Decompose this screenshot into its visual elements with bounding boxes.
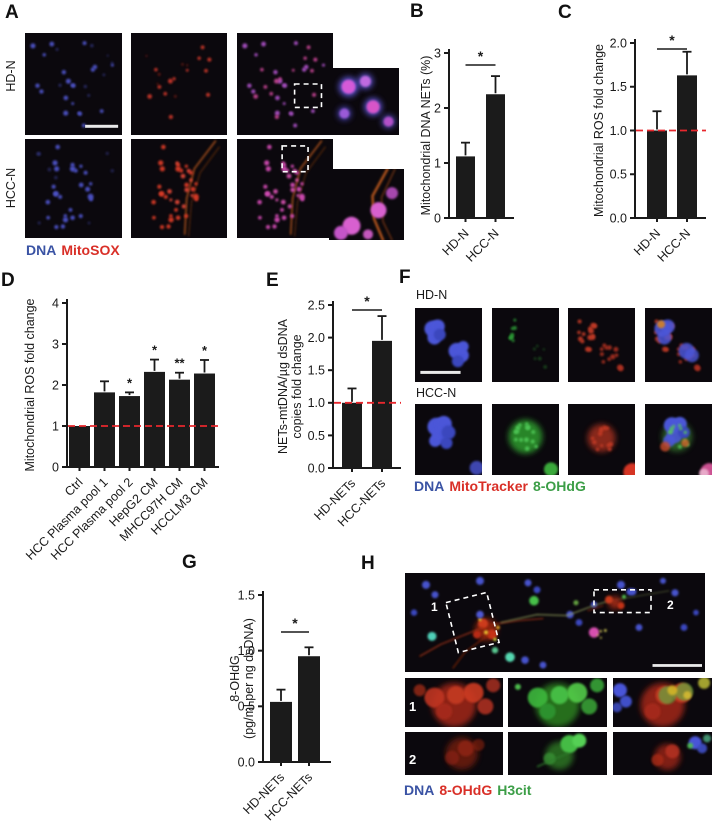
svg-text:0: 0 <box>52 460 59 474</box>
micrograph-f-hdn-merge <box>645 308 712 382</box>
svg-text:*: * <box>478 48 484 64</box>
svg-text:0: 0 <box>434 211 441 225</box>
svg-text:1.0: 1.0 <box>238 644 255 658</box>
svg-text:HCC-N: HCC-N <box>655 226 693 264</box>
micrograph-h-region1-h3cit <box>508 678 607 727</box>
svg-text:Mitochondrial ROS fold change: Mitochondrial ROS fold change <box>23 298 37 471</box>
svg-text:*: * <box>202 343 208 358</box>
svg-text:2.5: 2.5 <box>308 298 325 312</box>
svg-text:**: ** <box>174 356 185 371</box>
svg-text:*: * <box>152 343 158 358</box>
h-region-2-marker: 2 <box>667 598 674 612</box>
chart-nets-mtdna-copies: 0.00.51.01.52.02.5HD-NETsHCC-NETs*NETs-m… <box>276 293 401 529</box>
svg-text:Mitochondrial DNA NETs (%): Mitochondrial DNA NETs (%) <box>419 56 433 216</box>
micrograph-hccn-inset <box>329 169 404 240</box>
panel-c-letter: C <box>558 2 572 23</box>
panel-a-letter: A <box>5 2 19 23</box>
svg-text:copies fold change: copies fold change <box>290 334 304 438</box>
svg-text:*: * <box>364 293 370 309</box>
micrograph-h-region1-8ohdg <box>405 678 503 727</box>
legend-h3cit: H3cit <box>497 782 532 798</box>
h-inset-row1-label: 1 <box>409 699 417 714</box>
svg-text:(pg/ml per ng dsDNA): (pg/ml per ng dsDNA) <box>242 618 256 739</box>
micrograph-f-hdn-mitotracker <box>568 308 635 382</box>
svg-text:1.0: 1.0 <box>610 124 627 138</box>
panel-d-letter: D <box>1 270 15 291</box>
svg-text:2: 2 <box>52 378 59 392</box>
panel-a-row-label-hccn: HCC-N <box>4 167 18 209</box>
svg-text:0.5: 0.5 <box>238 700 255 714</box>
micrograph-h-region2-8ohdg <box>405 732 503 775</box>
svg-text:0.5: 0.5 <box>610 168 627 182</box>
svg-text:1.0: 1.0 <box>308 396 325 410</box>
micrograph-hdn-inset <box>329 68 399 135</box>
svg-text:0.5: 0.5 <box>308 429 325 443</box>
panel-f-row-label-hccn: HCC-N <box>416 386 457 400</box>
panel-f-caption: DNA MitoTracker 8-OHdG <box>414 478 591 494</box>
legend-mitotracker: MitoTracker <box>449 478 528 494</box>
svg-text:2: 2 <box>434 101 441 115</box>
svg-text:2.0: 2.0 <box>308 331 325 345</box>
micrograph-hdn-merge <box>237 33 333 135</box>
svg-text:0.0: 0.0 <box>610 211 627 225</box>
panel-g-letter: G <box>182 552 197 573</box>
micrograph-f-hccn-mitotracker <box>568 404 635 475</box>
panel-e-letter: E <box>266 270 279 291</box>
micrograph-f-hdn-dna <box>415 308 482 382</box>
svg-text:1.5: 1.5 <box>238 588 255 602</box>
svg-text:HCC-N: HCC-N <box>463 226 501 264</box>
svg-text:NETs-mtDNA/µg dsDNA: NETs-mtDNA/µg dsDNA <box>276 318 290 454</box>
svg-text:2.0: 2.0 <box>610 36 627 50</box>
svg-text:3: 3 <box>434 46 441 60</box>
micrograph-hccn-merge <box>237 139 333 238</box>
h-region-1-marker: 1 <box>431 600 438 614</box>
panel-a-row-label-hdn: HD-N <box>4 60 18 92</box>
svg-text:1: 1 <box>52 419 59 433</box>
legend-mitosox: MitoSOX <box>61 242 120 258</box>
svg-text:*: * <box>292 615 298 631</box>
panel-a-caption: DNA MitoSOX <box>26 242 125 258</box>
panel-b-letter: B <box>410 1 424 22</box>
micrograph-hdn-mitosox <box>131 33 227 135</box>
micrograph-h-overview <box>405 573 705 672</box>
panel-h-letter: H <box>361 553 375 574</box>
svg-text:*: * <box>127 375 133 390</box>
micrograph-f-hccn-merge <box>645 404 712 475</box>
svg-text:Mitochondrial ROS fold change: Mitochondrial ROS fold change <box>592 44 606 217</box>
panel-f-row-label-hdn: HD-N <box>416 288 448 302</box>
micrograph-h-region1-merge <box>613 678 712 727</box>
svg-text:8-OHdG: 8-OHdG <box>228 655 242 702</box>
svg-text:1.5: 1.5 <box>308 364 325 378</box>
svg-text:*: * <box>669 32 675 48</box>
svg-text:1: 1 <box>434 156 441 170</box>
h-inset-row2-label: 2 <box>409 752 417 767</box>
legend-8ohdg: 8-OHdG <box>439 782 493 798</box>
micrograph-f-hdn-8ohdg <box>492 308 559 382</box>
micrograph-hccn-mitosox <box>131 139 227 238</box>
panel-f-letter: F <box>399 267 411 288</box>
micrograph-h-region2-merge <box>613 732 712 775</box>
svg-text:0.0: 0.0 <box>238 755 255 769</box>
micrograph-f-hccn-dna <box>415 404 482 475</box>
legend-8ohdg: 8-OHdG <box>532 478 586 494</box>
micrograph-h-region2-h3cit <box>508 732 607 775</box>
svg-text:1.5: 1.5 <box>610 80 627 94</box>
legend-dna: DNA <box>414 478 445 494</box>
micrograph-hccn-dna <box>25 139 122 238</box>
micrograph-f-hccn-8ohdg <box>492 404 559 475</box>
svg-text:4: 4 <box>52 296 59 310</box>
micrograph-hdn-dna <box>25 33 122 135</box>
svg-text:3: 3 <box>52 337 59 351</box>
legend-dna: DNA <box>26 242 57 258</box>
panel-h-caption: DNA 8-OHdG H3cit <box>404 782 536 798</box>
legend-dna: DNA <box>404 782 435 798</box>
svg-text:0.0: 0.0 <box>308 461 325 475</box>
